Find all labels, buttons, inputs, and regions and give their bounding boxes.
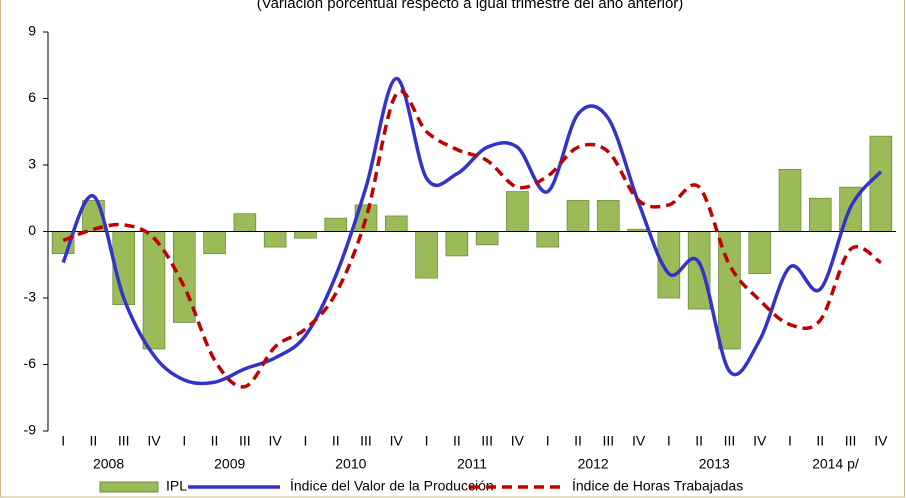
y-tick-label: 6 [28, 89, 36, 105]
y-tick-label: -9 [24, 422, 37, 438]
line [61, 76, 883, 386]
year-label: 2010 [335, 456, 366, 472]
legend-label: Índice del Valor de la Producción [290, 478, 494, 494]
x-tick-label: IV [511, 433, 525, 449]
x-tick-label: IV [147, 433, 161, 449]
bar [778, 169, 802, 232]
x-tick-label: IV [874, 433, 888, 449]
bar [233, 213, 257, 232]
x-tick-label: IV [390, 433, 404, 449]
x-tick-label: III [602, 433, 614, 449]
bar [808, 197, 832, 232]
bar [718, 231, 741, 350]
legend-label: Índice de Horas Trabajadas [572, 478, 743, 494]
x-tick-label: III [360, 433, 372, 449]
y-tick-label: -3 [24, 289, 37, 305]
bar [536, 231, 560, 248]
bar [475, 231, 499, 246]
bar [324, 217, 348, 232]
x-tick-label: I [425, 433, 429, 449]
y-tick-label: -6 [24, 355, 37, 371]
legend-swatch [99, 481, 159, 493]
bar [748, 231, 772, 275]
x-tick-label: II [453, 433, 461, 449]
bar [445, 231, 469, 257]
bar [596, 200, 620, 232]
x-tick-label: I [546, 433, 550, 449]
x-tick-label: II [211, 433, 219, 449]
x-tick-label: I [667, 433, 671, 449]
bar [142, 231, 166, 350]
bar [506, 191, 529, 232]
x-tick-label: II [90, 433, 98, 449]
year-label: 2013 [699, 456, 730, 472]
y-tick-label: 0 [28, 222, 36, 238]
x-tick-label: II [695, 433, 703, 449]
x-tick-label: II [332, 433, 340, 449]
x-tick-label: I [182, 433, 186, 449]
y-tick-label: 9 [28, 23, 36, 39]
chart-subtitle: (Variación porcentual respecto a igual t… [257, 0, 684, 12]
year-label: 2009 [214, 456, 245, 472]
bar [687, 231, 711, 310]
x-tick-label: IV [632, 433, 646, 449]
x-tick-label: II [574, 433, 582, 449]
x-tick-label: I [61, 433, 65, 449]
bar [415, 231, 438, 279]
x-tick-label: III [481, 433, 493, 449]
x-tick-label: I [303, 433, 307, 449]
bar [384, 215, 408, 232]
year-label: 2008 [93, 456, 124, 472]
x-tick-label: IV [753, 433, 767, 449]
x-tick-label: III [239, 433, 251, 449]
x-tick-label: II [816, 433, 824, 449]
bar [203, 231, 226, 255]
bar [566, 200, 590, 232]
x-tick-label: III [724, 433, 736, 449]
y-tick-label: 3 [28, 156, 36, 172]
dashed-line [62, 89, 882, 389]
bar [263, 231, 287, 248]
bar [294, 231, 317, 239]
x-tick-label: III [845, 433, 857, 449]
legend-label: IPL [166, 478, 187, 494]
x-tick-label: I [788, 433, 792, 449]
year-label: 2011 [457, 456, 487, 472]
year-label: 2014 p/ [812, 456, 859, 472]
x-tick-label: III [118, 433, 130, 449]
x-tick-label: IV [269, 433, 283, 449]
bar [869, 135, 893, 232]
year-label: 2012 [578, 456, 609, 472]
